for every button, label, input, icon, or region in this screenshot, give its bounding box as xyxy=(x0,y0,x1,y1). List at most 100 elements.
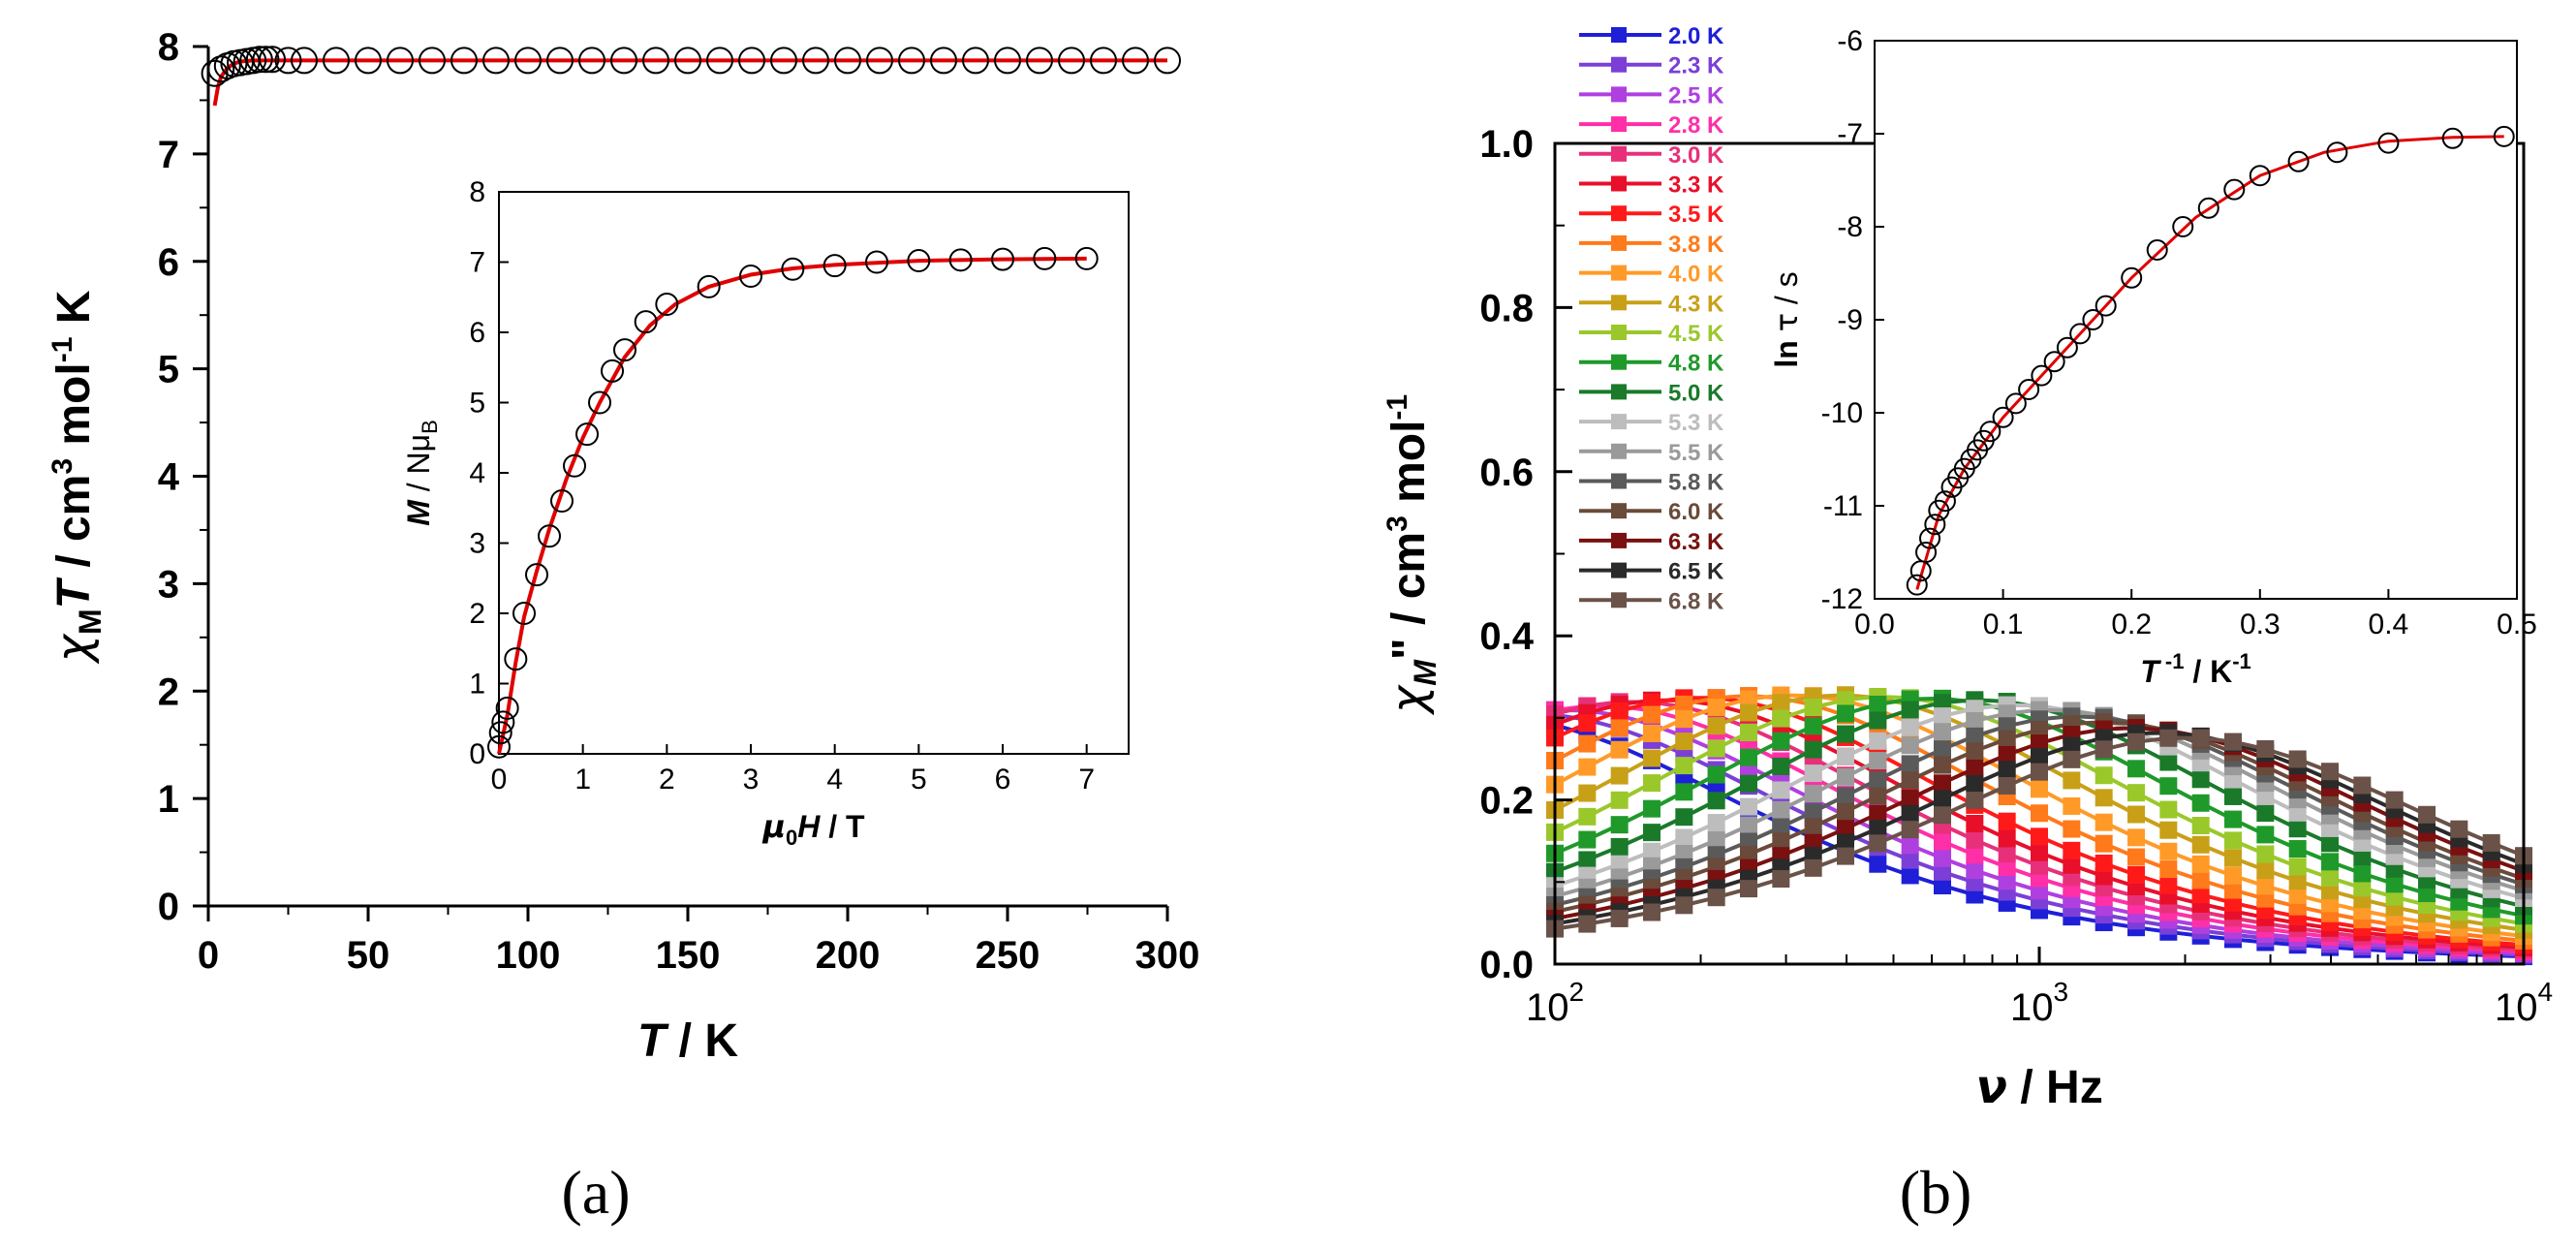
legend-marker xyxy=(1611,562,1627,578)
inset-data-point xyxy=(588,390,611,415)
series-marker xyxy=(1772,694,1790,712)
inset-data-point xyxy=(495,696,519,720)
inset-x-tick-label: 7 xyxy=(1078,764,1095,796)
series-marker xyxy=(1578,830,1597,849)
inset-data-point xyxy=(781,257,805,281)
series-marker xyxy=(1772,818,1790,836)
legend-label: 6.3 K xyxy=(1668,529,1724,555)
legend-label: 6.5 K xyxy=(1668,559,1724,585)
inset-data-point xyxy=(2095,295,2117,317)
data-point xyxy=(419,47,446,75)
series-marker xyxy=(1869,695,1887,713)
legend-marker xyxy=(1611,116,1627,133)
series-6-8K xyxy=(1546,729,2532,938)
inset-data-point xyxy=(822,254,847,278)
legend-label: 4.3 K xyxy=(1668,291,1724,317)
series-marker xyxy=(1707,889,1725,907)
series-marker xyxy=(1804,784,1822,802)
data-point xyxy=(245,46,273,74)
data-point xyxy=(674,47,701,75)
inset-data-point xyxy=(1919,527,1941,549)
legend-label: 5.8 K xyxy=(1668,470,1724,496)
series-marker xyxy=(1643,774,1660,793)
series-marker xyxy=(1578,784,1597,802)
legend-marker xyxy=(1611,473,1627,489)
series-marker xyxy=(1643,903,1660,921)
series-marker xyxy=(1578,851,1597,869)
inset-x-tick-label: 0 xyxy=(491,764,508,796)
series-marker xyxy=(2353,879,2372,897)
series-marker xyxy=(2063,771,2081,790)
x-tick-label: 103 xyxy=(2010,977,2068,1029)
series-marker xyxy=(1869,787,1887,805)
inset-data-point xyxy=(550,489,574,513)
series-marker xyxy=(2288,886,2307,904)
series-marker xyxy=(2127,733,2145,751)
inset-x-tick-label: 0.3 xyxy=(2240,608,2281,640)
data-point xyxy=(355,47,382,75)
inset-data-point xyxy=(563,453,586,478)
series-marker xyxy=(1610,909,1629,927)
y-tick-label: 0.0 xyxy=(1479,944,1534,986)
inset-data-point xyxy=(2004,392,2027,415)
legend-marker xyxy=(1611,295,1627,311)
series-marker xyxy=(2450,820,2468,838)
inset-data-point xyxy=(2172,216,2194,237)
data-point xyxy=(252,46,280,74)
data-point xyxy=(834,47,861,75)
series-marker xyxy=(1804,818,1822,836)
inset-data-point xyxy=(2441,127,2464,149)
series-marker xyxy=(1998,829,2016,848)
series-marker xyxy=(1998,844,2016,862)
series-marker xyxy=(2127,805,2145,824)
data-point xyxy=(207,55,235,83)
inset-frame xyxy=(498,191,1130,755)
series-marker xyxy=(2288,820,2307,838)
inset-x-tick-label: 1 xyxy=(574,764,591,796)
series-marker xyxy=(2191,886,2210,904)
inset-y-tick-label: 2 xyxy=(469,598,485,630)
x-tick-label: 0 xyxy=(198,934,219,977)
legend-marker xyxy=(1611,145,1627,162)
inset-data-point xyxy=(1915,542,1938,563)
inset-data-point xyxy=(948,248,973,272)
series-marker xyxy=(2288,750,2307,768)
series-marker xyxy=(2191,817,2210,835)
inset-data-point xyxy=(601,359,624,383)
series-marker xyxy=(1934,832,1951,851)
series-marker xyxy=(1675,808,1693,827)
series-marker xyxy=(1901,736,1919,755)
series-marker xyxy=(1707,739,1725,758)
data-point xyxy=(610,47,637,75)
series-marker xyxy=(2127,865,2145,884)
series-marker xyxy=(1837,767,1854,786)
inset-x-axis-title: T -1 / K-1 xyxy=(2140,649,2251,689)
series-marker xyxy=(1578,758,1597,776)
panel-b-label: (b) xyxy=(1900,1158,1972,1227)
series-marker xyxy=(2256,804,2275,823)
series-marker xyxy=(2159,860,2178,879)
series-marker xyxy=(1804,699,1822,717)
series-marker xyxy=(2353,848,2372,866)
series-marker xyxy=(1643,705,1660,724)
series-marker xyxy=(1675,828,1693,847)
series-marker xyxy=(1740,724,1757,742)
data-point xyxy=(387,47,414,75)
series-marker xyxy=(1643,724,1660,742)
legend-label: 4.0 K xyxy=(1668,262,1724,288)
y-tick-label: 0 xyxy=(158,886,179,928)
inset-y-tick-label: -7 xyxy=(1837,118,1863,150)
x-axis-title: T / K xyxy=(637,1015,738,1067)
inset-data-point xyxy=(2493,125,2515,147)
inset-data-point xyxy=(488,721,512,745)
series-marker xyxy=(1966,846,1984,864)
series-marker xyxy=(1934,756,1951,774)
series-marker xyxy=(1740,690,1757,708)
series-marker xyxy=(1998,776,2016,795)
series-marker xyxy=(1740,816,1757,834)
series-marker xyxy=(2191,835,2210,854)
series-marker xyxy=(1643,842,1660,860)
series-marker xyxy=(1804,740,1822,759)
series-marker xyxy=(1901,701,1919,719)
inset-y-tick-label: 6 xyxy=(469,317,485,349)
